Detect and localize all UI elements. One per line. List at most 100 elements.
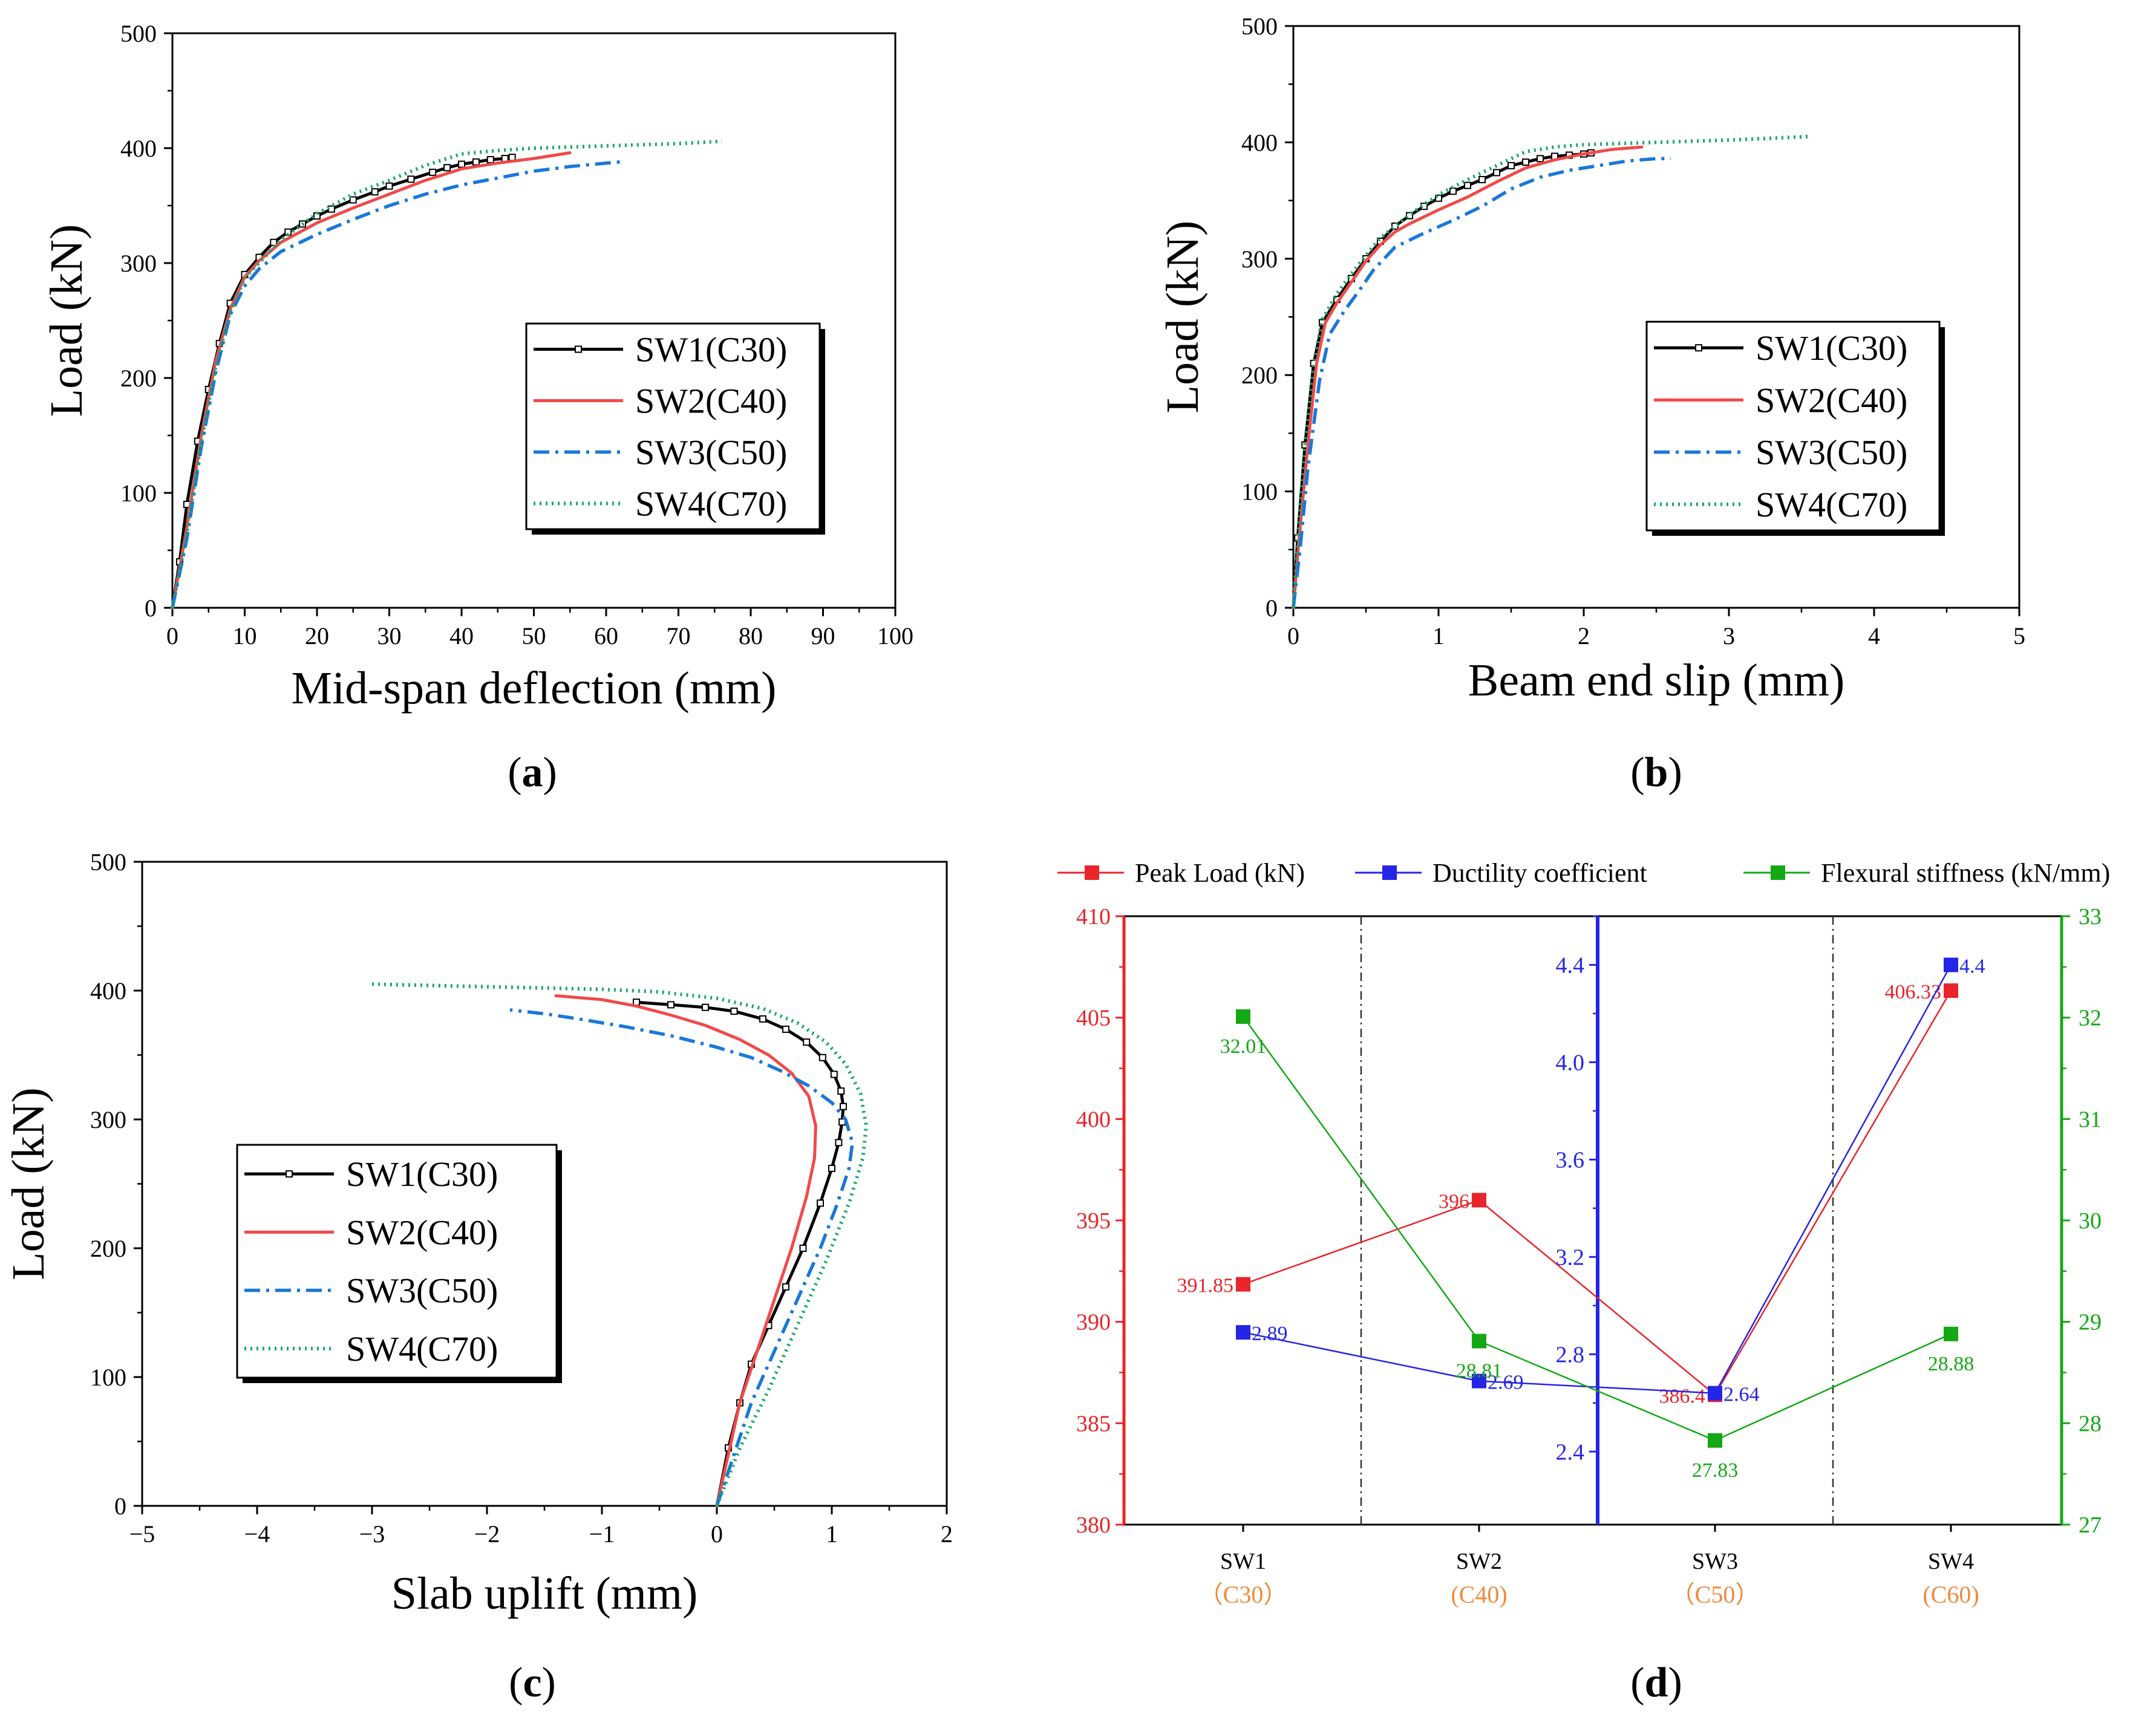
series-line-SW3(C50) bbox=[1292, 157, 1671, 608]
series-marker bbox=[837, 1087, 845, 1095]
x-tick-label: 1 bbox=[1432, 622, 1445, 650]
series-marker bbox=[458, 160, 465, 168]
panel-label-letter: c bbox=[523, 1659, 541, 1706]
y-axis-title: Load (kN) bbox=[41, 224, 92, 417]
y-tick-label: 100 bbox=[1241, 478, 1278, 506]
series-marker bbox=[1944, 1326, 1958, 1341]
panel-label-open: ( bbox=[509, 1659, 523, 1706]
panel-label: (a) bbox=[508, 749, 557, 796]
data-label: 386.4 bbox=[1659, 1385, 1706, 1407]
data-label: 28.81 bbox=[1456, 1360, 1503, 1382]
series-line-Flexural stiffness (kN/mm) bbox=[1242, 1016, 1952, 1442]
x-tick-label: 30 bbox=[377, 622, 402, 650]
series-marker bbox=[1472, 1334, 1486, 1349]
data-label: 2.69 bbox=[1488, 1372, 1524, 1394]
panel-d: 380 385 390 395 400 405 410 2.4 2.8 3.2 3.6 4.0 4.4 2… bbox=[1057, 858, 2110, 1706]
series-marker bbox=[782, 1025, 789, 1033]
right-axis-tick-label: 31 bbox=[2079, 1107, 2102, 1132]
series-marker bbox=[702, 1003, 709, 1011]
series-line-Ductility coefficient bbox=[1243, 964, 1952, 1394]
category-label: SW4 bbox=[1928, 1549, 1974, 1574]
right-axis-tick-label: 32 bbox=[2079, 1006, 2102, 1031]
left-axis-tick-label: 395 bbox=[1076, 1208, 1111, 1234]
legend-label: SW1(C30) bbox=[635, 330, 787, 370]
series-marker bbox=[840, 1102, 847, 1110]
panel-label-close: ) bbox=[543, 749, 557, 796]
y-tick-label: 300 bbox=[120, 250, 157, 277]
legend-box bbox=[236, 1144, 558, 1379]
left-axis-tick-label: 380 bbox=[1076, 1513, 1111, 1538]
panel-label-open: ( bbox=[1630, 749, 1644, 796]
data-label: 4.4 bbox=[1959, 955, 1985, 977]
series-marker bbox=[1464, 181, 1471, 189]
series-line-Peak Load (kN) bbox=[1243, 990, 1952, 1396]
series-marker bbox=[1944, 957, 1958, 972]
data-label: 396 bbox=[1439, 1190, 1469, 1213]
legend-label: SW4(C70) bbox=[346, 1329, 498, 1369]
panel-label-letter: a bbox=[522, 749, 543, 796]
x-tick-label: 50 bbox=[522, 622, 546, 650]
series-marker bbox=[385, 182, 393, 190]
x-tick-label: 20 bbox=[305, 622, 329, 650]
y-tick-label: 300 bbox=[1241, 246, 1278, 273]
left-axis-tick-label: 390 bbox=[1076, 1310, 1111, 1335]
right-axis-tick-label: 27 bbox=[2079, 1513, 2102, 1538]
y-tick-label: 400 bbox=[120, 135, 157, 162]
category-label: SW1 bbox=[1220, 1549, 1266, 1574]
series-marker bbox=[1537, 155, 1544, 163]
series-line-SW2(C40) bbox=[554, 994, 817, 1508]
series-marker bbox=[817, 1199, 824, 1207]
legend-box bbox=[525, 322, 821, 530]
series-marker bbox=[803, 1038, 811, 1046]
x-axis-title: Slab uplift (mm) bbox=[391, 1568, 698, 1619]
x-tick-label: 70 bbox=[667, 622, 691, 650]
series-marker bbox=[270, 238, 278, 246]
y-tick-label: 0 bbox=[114, 1493, 126, 1520]
series-marker bbox=[1708, 1386, 1722, 1401]
series-marker bbox=[1236, 1009, 1250, 1024]
x-tick-label: 90 bbox=[811, 622, 835, 650]
y-tick-label: 100 bbox=[90, 1364, 126, 1391]
series-marker bbox=[782, 1283, 789, 1291]
left-axis-tick-label: 405 bbox=[1076, 1006, 1111, 1031]
legend-label: Peak Load (kN) bbox=[1135, 858, 1305, 888]
series-marker bbox=[349, 196, 357, 204]
x-tick-label: −2 bbox=[474, 1520, 500, 1548]
legend-label: SW3(C50) bbox=[635, 433, 787, 472]
x-tick-label: −5 bbox=[129, 1520, 155, 1548]
legend-marker bbox=[286, 1170, 293, 1178]
middle-axis-tick-label: 3.6 bbox=[1556, 1147, 1585, 1173]
panel-label-close: ) bbox=[1668, 749, 1682, 796]
series-marker bbox=[1236, 1277, 1250, 1292]
y-tick-label: 0 bbox=[1266, 594, 1278, 622]
series-line-SW4(C70) bbox=[1292, 134, 1809, 608]
series-line-SW1(C30) bbox=[635, 1000, 845, 1508]
legend-marker bbox=[1382, 865, 1397, 880]
x-tick-label: 0 bbox=[1287, 622, 1299, 650]
category-label: SW2 bbox=[1456, 1549, 1502, 1574]
y-tick-label: 200 bbox=[120, 365, 157, 392]
right-axis-tick-label: 33 bbox=[2079, 904, 2102, 930]
series-marker bbox=[799, 1245, 807, 1252]
series-marker bbox=[759, 1015, 766, 1023]
right-axis-tick-label: 28 bbox=[2079, 1411, 2102, 1436]
series-marker bbox=[667, 1001, 675, 1009]
series-marker bbox=[371, 188, 379, 196]
series-marker bbox=[1493, 169, 1500, 177]
right-axis-tick-label: 29 bbox=[2079, 1310, 2102, 1335]
panel-label-open: ( bbox=[508, 749, 521, 796]
series-marker bbox=[1522, 158, 1529, 166]
x-tick-label: 5 bbox=[2013, 622, 2025, 650]
panel-label-close: ) bbox=[1668, 1659, 1682, 1706]
panel-label: (b) bbox=[1630, 749, 1682, 796]
series-marker bbox=[1478, 175, 1486, 183]
series-marker bbox=[818, 1054, 826, 1061]
series-line-SW3(C50) bbox=[171, 160, 621, 608]
middle-axis-tick-label: 2.8 bbox=[1556, 1342, 1585, 1367]
legend-marker bbox=[1771, 865, 1785, 880]
legend-label: Ductility coefficient bbox=[1432, 858, 1647, 888]
panel-label: (c) bbox=[509, 1659, 556, 1706]
y-tick-label: 500 bbox=[1241, 13, 1278, 40]
legend-label: SW3(C50) bbox=[346, 1271, 498, 1311]
